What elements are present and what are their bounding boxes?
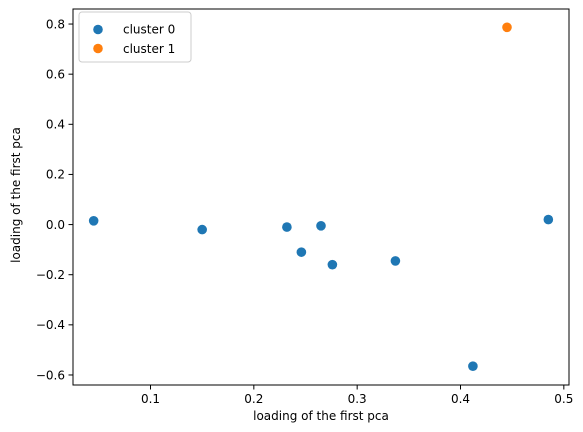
x-tick-label: 0.1 [141, 392, 160, 406]
y-tick-label: 0.0 [46, 218, 65, 232]
x-tick-label: 0.3 [348, 392, 367, 406]
data-point-cluster-0-4 [316, 221, 326, 231]
legend-frame [78, 11, 192, 63]
y-tick-label: −0.6 [36, 368, 65, 382]
legend: cluster 0 cluster 1 [78, 11, 192, 63]
data-point-cluster-0-7 [468, 361, 478, 372]
legend-label-cluster-1: cluster 1 [123, 42, 175, 56]
legend-label-cluster-0: cluster 0 [123, 23, 175, 37]
x-tick-label: 0.5 [554, 392, 573, 406]
x-tick-label: 0.2 [244, 392, 263, 406]
y-tick-label: 0.2 [46, 168, 65, 182]
axes: 0.1 0.2 0.3 0.4 0.5 −0.6 −0.4 −0.2 0.0 0.2 0.4 0.6 0… [36, 8, 573, 406]
y-axis-label: loading of the first pca [9, 127, 23, 263]
plot-area [88, 22, 554, 372]
data-point-cluster-0-5 [327, 259, 338, 270]
data-point-cluster-1-0 [502, 22, 512, 33]
data-point-cluster-0-2 [282, 222, 292, 232]
y-tick-label: −0.2 [36, 268, 65, 282]
y-tick-label: 0.6 [46, 67, 65, 81]
legend-marker-cluster-1 [93, 43, 103, 54]
y-tick-label: 0.8 [46, 17, 65, 31]
y-tick-label: −0.4 [36, 318, 65, 332]
data-point-cluster-0-1 [197, 224, 207, 235]
axes-frame [72, 8, 570, 386]
data-point-cluster-0-0 [88, 216, 99, 226]
x-axis-label: loading of the first pca [253, 409, 389, 423]
y-tick-label: 0.4 [46, 118, 65, 132]
legend-marker-cluster-0 [93, 24, 103, 35]
data-point-cluster-0-3 [296, 247, 307, 257]
data-point-cluster-0-6 [390, 256, 401, 266]
data-point-cluster-0-8 [543, 214, 554, 225]
x-tick-label: 0.4 [451, 392, 470, 406]
